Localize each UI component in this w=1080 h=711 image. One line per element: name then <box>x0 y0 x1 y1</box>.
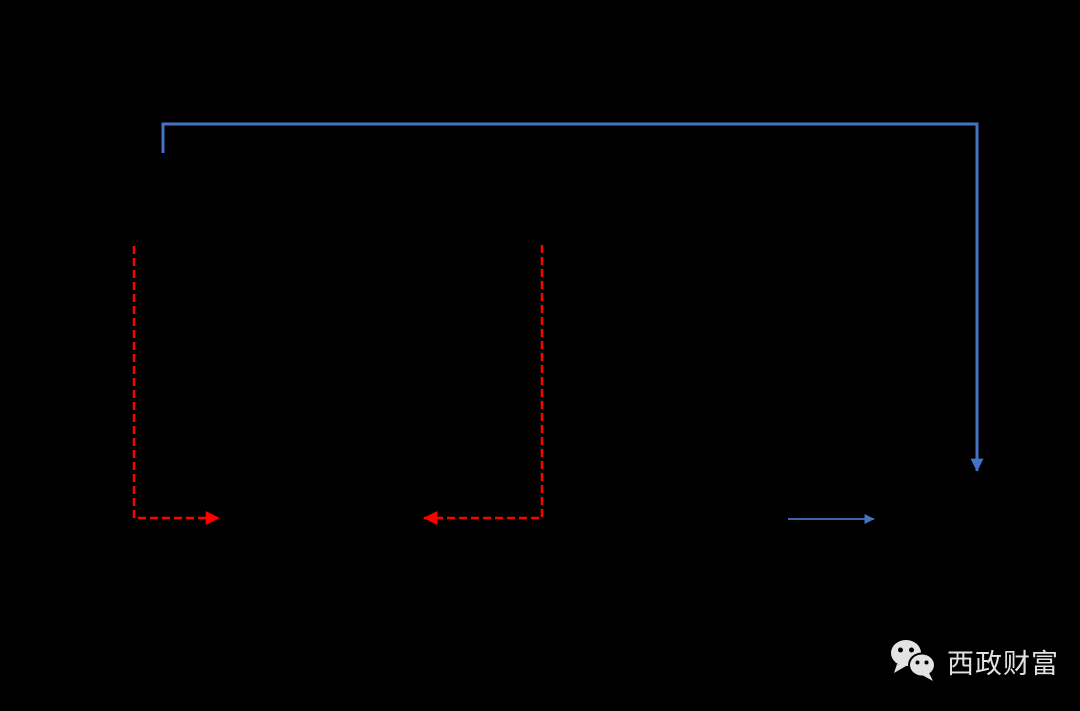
red-dashed-middle-connector <box>423 245 544 525</box>
wechat-icon <box>889 639 939 683</box>
watermark-text: 西政财富 <box>947 648 1059 679</box>
watermark: 西政财富 <box>889 639 1059 683</box>
red-dashed-left-connector <box>132 246 220 525</box>
blue-elbow-connector <box>161 122 984 472</box>
